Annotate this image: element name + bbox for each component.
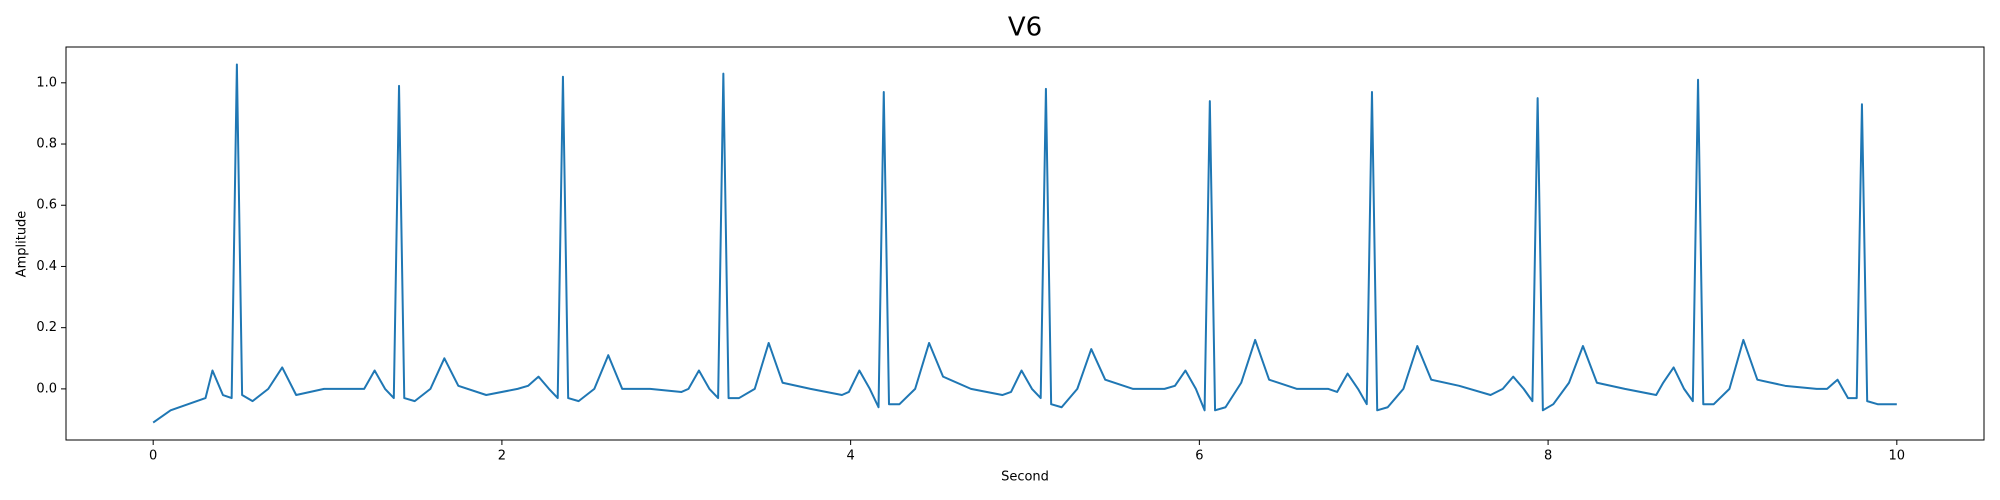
y-tick-label: 0.6 (36, 198, 57, 213)
x-tick-label: 0 (149, 449, 157, 464)
chart-title: V6 (1008, 13, 1042, 43)
x-tick-label: 6 (1195, 449, 1203, 464)
x-axis-label: Second (1001, 470, 1049, 485)
x-tick-label: 4 (846, 449, 854, 464)
x-tick-label: 2 (498, 449, 506, 464)
y-tick-label: 0.0 (36, 381, 57, 396)
y-axis-label: Amplitude (15, 211, 30, 278)
x-tick-label: 10 (1889, 449, 1906, 464)
y-tick-label: 1.0 (36, 75, 57, 90)
ecg-line (152, 63, 1897, 424)
y-tick-label: 0.4 (36, 259, 57, 274)
plot-frame (65, 46, 1985, 441)
x-tick-label: 8 (1544, 449, 1552, 464)
y-tick-label: 0.2 (36, 320, 57, 335)
y-tick-label: 0.8 (36, 137, 57, 152)
